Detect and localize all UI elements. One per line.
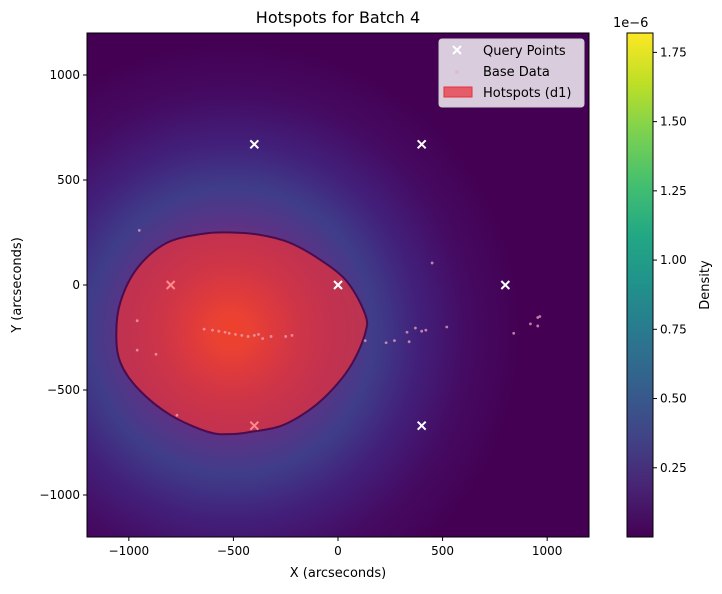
base-data-point [393,339,396,343]
legend: Query Points Base Data Hotspots (d1) [438,38,585,108]
x-tick-label: −1000 [109,544,150,558]
base-data-point [240,334,244,337]
base-data-points [135,229,542,417]
base-data-point [227,331,231,335]
base-data-point [137,229,141,232]
base-data-point [252,334,256,337]
legend-hotspot-swatch [443,86,473,98]
legend-query-marker [452,45,462,55]
base-data-point [424,328,428,332]
x-axis-ticks: −1000 −500 0 500 1000 [109,537,563,558]
x-tick-label: −500 [217,544,250,558]
y-tick-label: 1000 [49,68,80,82]
base-data-point [290,334,294,337]
base-data-point [512,331,516,335]
query-point-marker [249,420,260,431]
query-point-marker [416,139,427,150]
base-data-point [420,329,424,333]
query-point-marker [500,280,511,290]
base-data-point [234,332,237,336]
colorbar-tick-label: 0.25 [660,461,687,475]
colorbar-label: Density [698,260,713,310]
legend-label-base: Base Data [483,65,550,80]
base-data-point [246,335,250,338]
base-data-point [445,325,449,329]
colorbar-tick-label: 1.25 [660,184,687,198]
y-tick-label: −500 [47,383,80,397]
y-tick-label: −1000 [39,488,80,502]
x-axis-label: X (arcseconds) [290,566,387,581]
base-data-point [269,335,273,338]
legend-label-query: Query Points [483,44,566,59]
legend-label-hotspot: Hotspots (d1) [483,86,571,101]
base-data-point [202,327,206,331]
colorbar-tick-label: 0.75 [660,322,687,336]
base-data-point [430,261,434,265]
query-point-marker [416,420,427,431]
base-data-point [405,330,409,334]
colorbar-tick-label: 1.00 [660,253,687,267]
plot-area [87,33,589,537]
legend-box [438,38,585,108]
base-data-point [536,324,540,328]
colorbar-gradient [626,32,654,538]
base-data-point [536,316,540,319]
y-tick-label: 0 [72,278,80,292]
base-data-point [363,339,367,343]
colorbar-tick-label: 1.75 [660,45,687,59]
y-tick-label: 500 [57,173,80,187]
base-data-point [175,413,179,417]
colorbar-tick-label: 1.50 [660,115,687,129]
base-data-point [217,329,221,333]
x-tick-label: 1000 [532,544,563,558]
chart-title: Hotspots for Batch 4 [256,8,420,27]
base-data-point [284,335,288,338]
base-data-point [154,352,158,356]
query-point-marker [165,280,176,290]
colorbar-ticks: 0.25 0.50 0.75 1.00 1.25 1.50 1.75 [653,45,687,475]
colorbar: 0.25 0.50 0.75 1.00 1.25 1.50 1.75 1e−6 Densit… [613,16,713,538]
legend-base-marker [455,70,459,74]
base-data-point [257,332,260,336]
y-axis-label: Y (arcseconds) [10,237,25,334]
query-point-marker [333,280,343,290]
x-tick-label: 0 [334,544,342,558]
query-point-marker [249,139,260,150]
base-data-point [529,322,532,326]
base-data-point [538,315,542,318]
base-data-point [384,341,388,345]
query-points [165,139,511,431]
base-data-point [211,328,214,332]
base-data-point [407,340,411,344]
base-data-point [135,348,139,352]
colorbar-tick-label: 0.50 [660,392,687,406]
hotspot-region [115,231,369,436]
x-tick-label: 500 [431,544,454,558]
base-data-point [261,337,265,340]
y-axis-ticks: −1000 −500 0 500 1000 [39,68,87,502]
base-data-point [135,319,139,323]
base-data-point [223,330,227,334]
colorbar-multiplier: 1e−6 [613,16,648,31]
base-data-point [413,326,417,330]
